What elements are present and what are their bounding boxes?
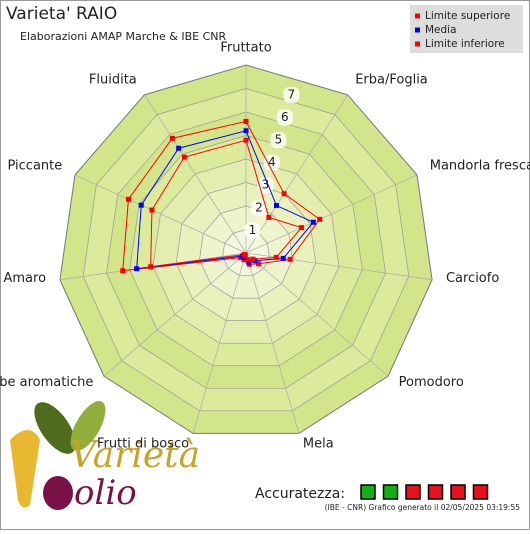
logo-brand: olio [74, 473, 137, 513]
data-point [273, 254, 279, 260]
r-tick-label: 4 [268, 155, 276, 169]
data-point [169, 135, 175, 141]
spoke [192, 252, 247, 434]
data-point [255, 261, 261, 267]
tick-label-bg [276, 109, 293, 126]
spoke [245, 94, 348, 254]
data-point [266, 214, 272, 220]
data-point [250, 256, 256, 262]
chart-subtitle: Elaborazioni AMAP Marche & IBE CNR [20, 30, 226, 43]
data-point [138, 202, 144, 208]
category-label: Mandorla fresca [430, 159, 530, 174]
category-label: Mela [303, 436, 334, 451]
legend-swatch [415, 27, 420, 33]
tick-label-bg [263, 154, 280, 171]
r-tick-label: 5 [275, 133, 283, 147]
tick-label-bg [283, 86, 300, 103]
data-point [120, 268, 126, 274]
category-label: Erba/Foglia [355, 73, 428, 88]
data-point [176, 145, 182, 151]
logo-olive [43, 476, 73, 510]
logo-leaf [34, 402, 76, 454]
r-tick-label: 6 [281, 110, 289, 124]
spoke [245, 252, 300, 434]
data-point [273, 203, 279, 209]
category-label: Amaro [4, 271, 47, 286]
r-tick-label: 2 [255, 200, 263, 214]
data-point [243, 128, 249, 134]
legend-swatch [415, 13, 420, 19]
data-point [281, 191, 287, 197]
category-label: Fluidita [89, 73, 137, 88]
category-label: Carciofo [446, 271, 499, 286]
data-point [245, 257, 251, 263]
r-tick-label: 1 [249, 223, 257, 237]
legend-label: Limite superiore [425, 10, 510, 22]
tick-label-bg [250, 199, 267, 216]
legend-label: Limite inferiore [425, 38, 505, 50]
data-point [148, 264, 154, 270]
accuracy-box [382, 484, 399, 500]
data-point [243, 137, 249, 143]
data-point [149, 207, 155, 213]
spoke [144, 94, 247, 254]
spoke [74, 174, 247, 254]
footer: (IBE - CNR) Grafico generato il 02/05/20… [325, 503, 521, 512]
spoke [245, 252, 389, 377]
category-label: Erbe aromatiche [0, 375, 93, 390]
data-point [299, 225, 305, 231]
accuracy-box [450, 484, 466, 500]
accuracy-box [472, 484, 489, 500]
legend-label: Media [425, 24, 457, 36]
r-tick-label: 7 [288, 87, 296, 101]
category-label: Pomodoro [399, 375, 464, 390]
category-label: Frutti di bosco [97, 436, 189, 451]
accuracy-label: Accuratezza: [255, 486, 345, 502]
data-point [241, 252, 247, 258]
r-tick-label: 3 [262, 178, 270, 192]
accuracy-box [360, 484, 376, 500]
accuracy-box [427, 484, 444, 500]
data-point [181, 154, 187, 160]
data-point [317, 216, 323, 222]
logo-leaf [70, 401, 106, 451]
tick-label-bg [270, 132, 287, 149]
category-label: Piccante [7, 159, 62, 174]
data-point [280, 255, 286, 261]
tick-label-bg [244, 222, 261, 239]
chart-title: Varieta' RAIO [6, 4, 117, 24]
data-point [243, 118, 249, 124]
accuracy-box [405, 484, 421, 500]
logo: Varietà olio [10, 401, 200, 513]
legend-box [410, 5, 523, 53]
data-point [125, 196, 131, 202]
data-point [134, 266, 140, 272]
spoke [245, 174, 418, 254]
data-point [310, 219, 316, 225]
legend-swatch [415, 41, 420, 47]
data-point [287, 256, 293, 262]
logo-one [10, 430, 40, 508]
category-label: Fruttato [220, 41, 271, 56]
spoke [103, 252, 247, 377]
logo-word: Varietà [70, 435, 200, 476]
